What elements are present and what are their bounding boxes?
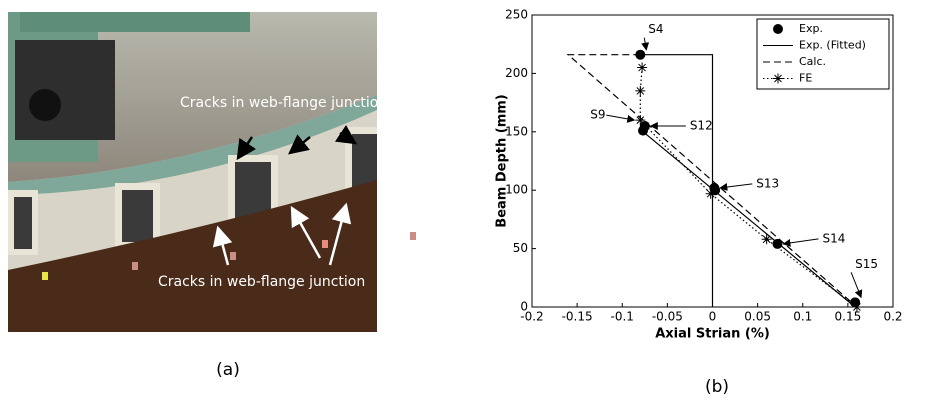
- fe-point: [762, 234, 772, 244]
- y-tick-label: 200: [505, 66, 528, 80]
- annotation: S12: [690, 118, 713, 132]
- fe-point: [637, 63, 647, 73]
- figure: Cracks in web-flange junction Cracks in …: [0, 0, 933, 403]
- annotation: S15: [855, 257, 878, 271]
- y-axis-label: Beam Depth (mm): [495, 94, 510, 227]
- photo-label: Cracks in web-flange junction: [180, 95, 387, 111]
- x-tick-label: -0.1: [611, 310, 634, 324]
- caption: (b): [705, 377, 729, 397]
- series-line: [640, 55, 855, 307]
- annotation-arrow: [720, 184, 752, 188]
- annotation: S9: [590, 108, 605, 122]
- x-tick-label: -0.05: [652, 310, 683, 324]
- x-tick-label: 0.05: [744, 310, 771, 324]
- caption: (a): [216, 360, 240, 380]
- photo: Cracks in web-flange junction Cracks in …: [8, 12, 416, 332]
- x-tick-label: 0.2: [883, 310, 902, 324]
- annotation-arrow: [851, 272, 861, 297]
- annotation: S13: [756, 176, 779, 190]
- annotation: S4: [648, 22, 663, 36]
- annotation-arrow: [606, 115, 634, 120]
- page: {"photo": {"labels": ["Cracks in web-fla…: [0, 0, 933, 403]
- x-axis-label: Axial Strian (%): [655, 327, 770, 342]
- annotation-arrow: [644, 38, 646, 50]
- y-tick-label: 250: [505, 8, 528, 22]
- legend-marker: [773, 74, 783, 84]
- legend-label: Calc.: [799, 55, 826, 68]
- x-tick-label: -0.15: [562, 310, 593, 324]
- x-tick-label: 0.1: [793, 310, 812, 324]
- legend-label: Exp.: [799, 22, 823, 35]
- legend-marker: [773, 24, 783, 34]
- photo-label: Cracks in web-flange junction: [158, 274, 365, 290]
- series-line: [640, 68, 857, 307]
- y-tick-label: 0: [520, 300, 528, 314]
- y-tick-label: 50: [513, 241, 528, 255]
- legend-label: FE: [799, 72, 812, 85]
- fe-point: [706, 189, 716, 199]
- fe-point: [852, 302, 862, 312]
- fe-point: [635, 115, 645, 125]
- annotation-arrow: [783, 239, 818, 244]
- legend-label: Exp. (Fitted): [799, 39, 866, 52]
- annotation: S14: [822, 231, 845, 245]
- fe-point: [635, 86, 645, 96]
- x-tick-label: 0: [709, 310, 717, 324]
